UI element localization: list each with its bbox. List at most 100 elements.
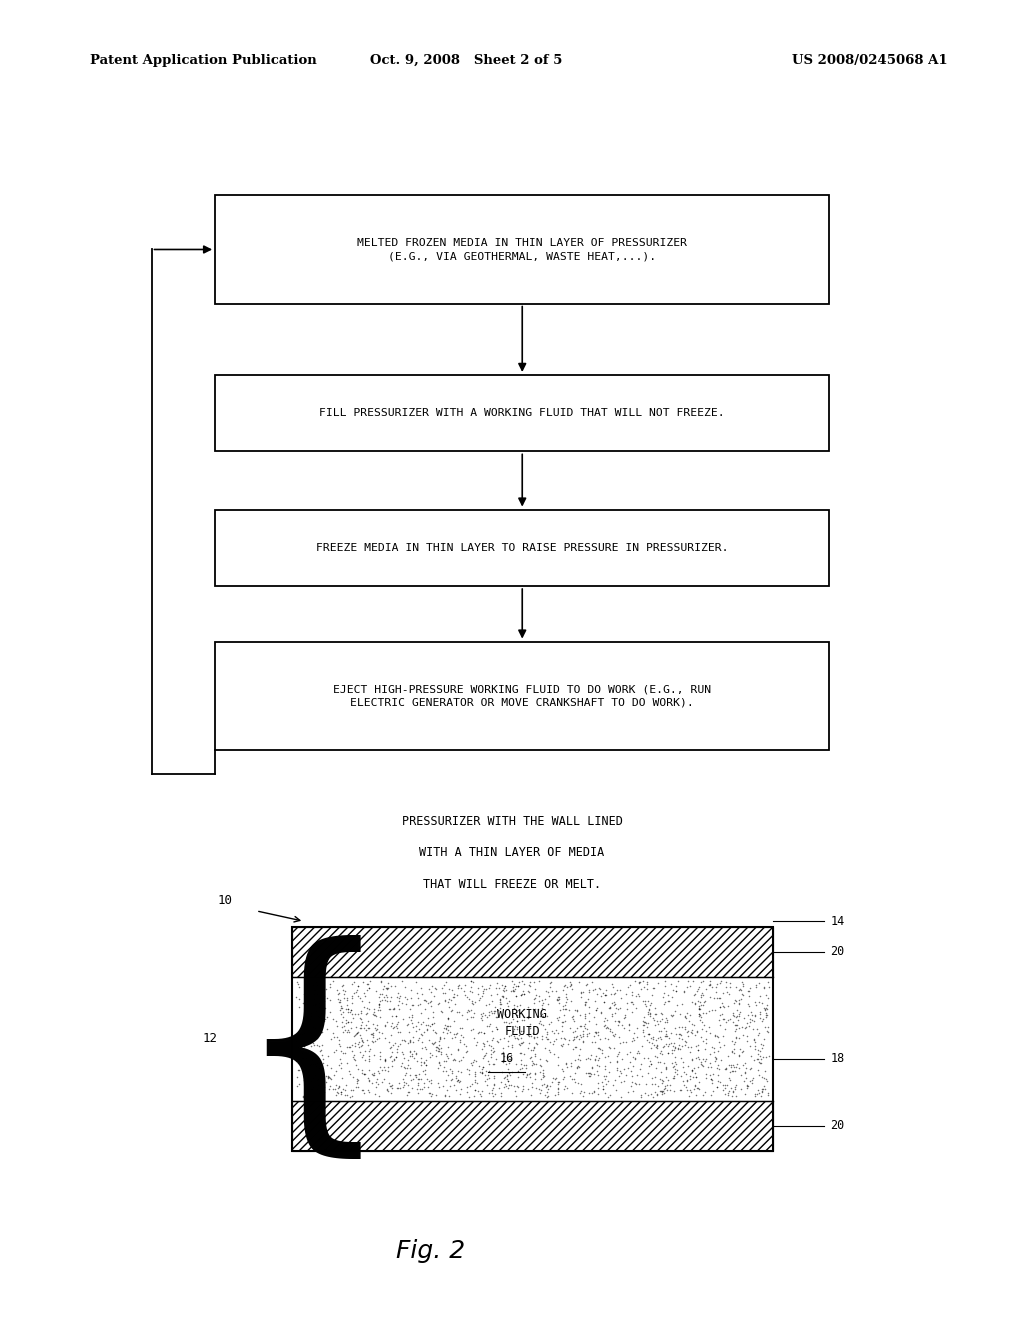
Point [669, 994, 685, 1015]
Point [488, 1016, 505, 1038]
Point [512, 1043, 528, 1064]
Point [630, 1041, 646, 1063]
Point [625, 1031, 641, 1052]
Point [698, 1020, 715, 1041]
Point [494, 1061, 510, 1082]
Point [694, 970, 711, 991]
Point [738, 1076, 755, 1097]
Point [726, 993, 742, 1014]
Point [404, 1031, 421, 1052]
Point [717, 1074, 733, 1096]
Text: 10: 10 [218, 894, 232, 907]
Point [530, 970, 547, 991]
Point [450, 1038, 466, 1059]
Point [404, 1027, 421, 1048]
Point [538, 981, 554, 1002]
Point [364, 1023, 380, 1044]
Point [751, 973, 767, 994]
Point [594, 1041, 610, 1063]
Point [506, 994, 522, 1015]
Point [499, 993, 515, 1014]
Point [333, 1084, 349, 1105]
Point [414, 1024, 430, 1045]
Point [736, 1053, 753, 1074]
Point [516, 1043, 532, 1064]
Point [534, 1069, 550, 1090]
Point [737, 1084, 754, 1105]
Point [601, 997, 617, 1018]
Point [592, 985, 608, 1006]
Point [360, 1040, 377, 1061]
Point [499, 1065, 515, 1086]
Point [564, 1006, 581, 1027]
Point [418, 1039, 434, 1060]
Point [449, 1080, 465, 1101]
Point [513, 1053, 529, 1074]
Point [666, 1056, 682, 1077]
Point [334, 975, 350, 997]
Point [376, 1068, 392, 1089]
Point [505, 979, 521, 1001]
Point [647, 1081, 664, 1102]
Point [326, 1027, 342, 1048]
Point [341, 1060, 357, 1081]
Point [421, 1030, 437, 1051]
Point [715, 995, 731, 1016]
Point [435, 982, 452, 1003]
Point [374, 1023, 390, 1044]
Point [402, 1032, 419, 1053]
Point [484, 1077, 501, 1098]
Point [577, 1007, 593, 1028]
Point [313, 1002, 330, 1023]
Point [566, 1068, 583, 1089]
Point [645, 1007, 662, 1028]
Point [302, 1071, 318, 1092]
Point [606, 1038, 623, 1059]
Point [545, 1068, 561, 1089]
Point [464, 990, 480, 1011]
Point [505, 977, 521, 998]
Point [549, 1007, 565, 1028]
Point [433, 1001, 450, 1022]
Point [686, 1024, 702, 1045]
Point [424, 975, 440, 997]
Point [377, 978, 393, 999]
Point [425, 1002, 441, 1023]
Point [639, 978, 655, 999]
Point [495, 985, 511, 1006]
Point [757, 998, 773, 1019]
Point [437, 1085, 454, 1106]
Point [643, 1038, 659, 1059]
Point [311, 997, 328, 1018]
Point [640, 1063, 656, 1084]
Point [729, 1015, 745, 1036]
Point [655, 986, 672, 1007]
Point [557, 998, 573, 1019]
Point [544, 1020, 560, 1041]
Point [480, 1064, 497, 1085]
Point [679, 1022, 695, 1043]
Point [479, 1074, 496, 1096]
Point [368, 1006, 384, 1027]
Point [433, 1038, 450, 1059]
Point [646, 1015, 663, 1036]
Point [654, 1081, 671, 1102]
Point [691, 991, 708, 1012]
Point [682, 1005, 698, 1026]
Point [410, 1073, 426, 1094]
Point [519, 1007, 536, 1028]
Point [647, 1057, 664, 1078]
Point [303, 1078, 319, 1100]
Point [366, 1064, 382, 1085]
Point [535, 1065, 551, 1086]
Point [335, 1022, 351, 1043]
Point [612, 1072, 629, 1093]
Point [744, 1018, 761, 1039]
Point [751, 1082, 767, 1104]
Point [729, 999, 745, 1020]
Point [385, 998, 401, 1019]
Point [349, 1003, 366, 1024]
Point [398, 1057, 415, 1078]
Point [558, 975, 574, 997]
Point [462, 1074, 478, 1096]
